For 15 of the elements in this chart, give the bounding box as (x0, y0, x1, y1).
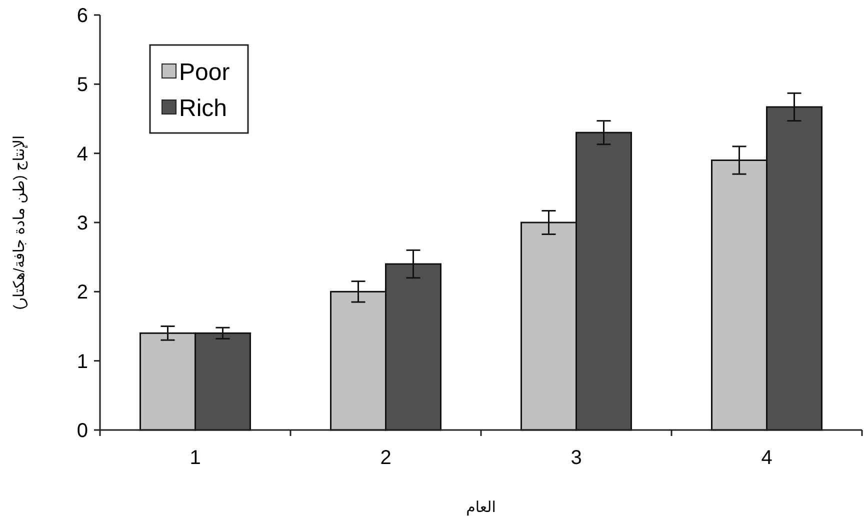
y-tick-label: 5 (76, 74, 88, 96)
y-axis-title: الإنتاج (طن مادة جافة/هكتار) (11, 135, 28, 310)
x-tick-label: 1 (190, 447, 201, 469)
x-tick-label: 2 (380, 447, 392, 469)
x-tick-label: 4 (761, 447, 772, 469)
y-tick-label: 1 (76, 350, 88, 373)
y-tick-label: 0 (76, 420, 88, 442)
x-axis-title: العام (466, 499, 496, 516)
y-tick-label: 2 (76, 282, 88, 304)
legend-label: Rich (179, 95, 228, 122)
y-tick-label: 4 (76, 143, 88, 166)
y-tick-label: 3 (76, 212, 88, 234)
legend-label: Poor (179, 59, 230, 86)
x-tick-label: 3 (570, 447, 582, 469)
y-tick-label: 6 (76, 5, 88, 27)
